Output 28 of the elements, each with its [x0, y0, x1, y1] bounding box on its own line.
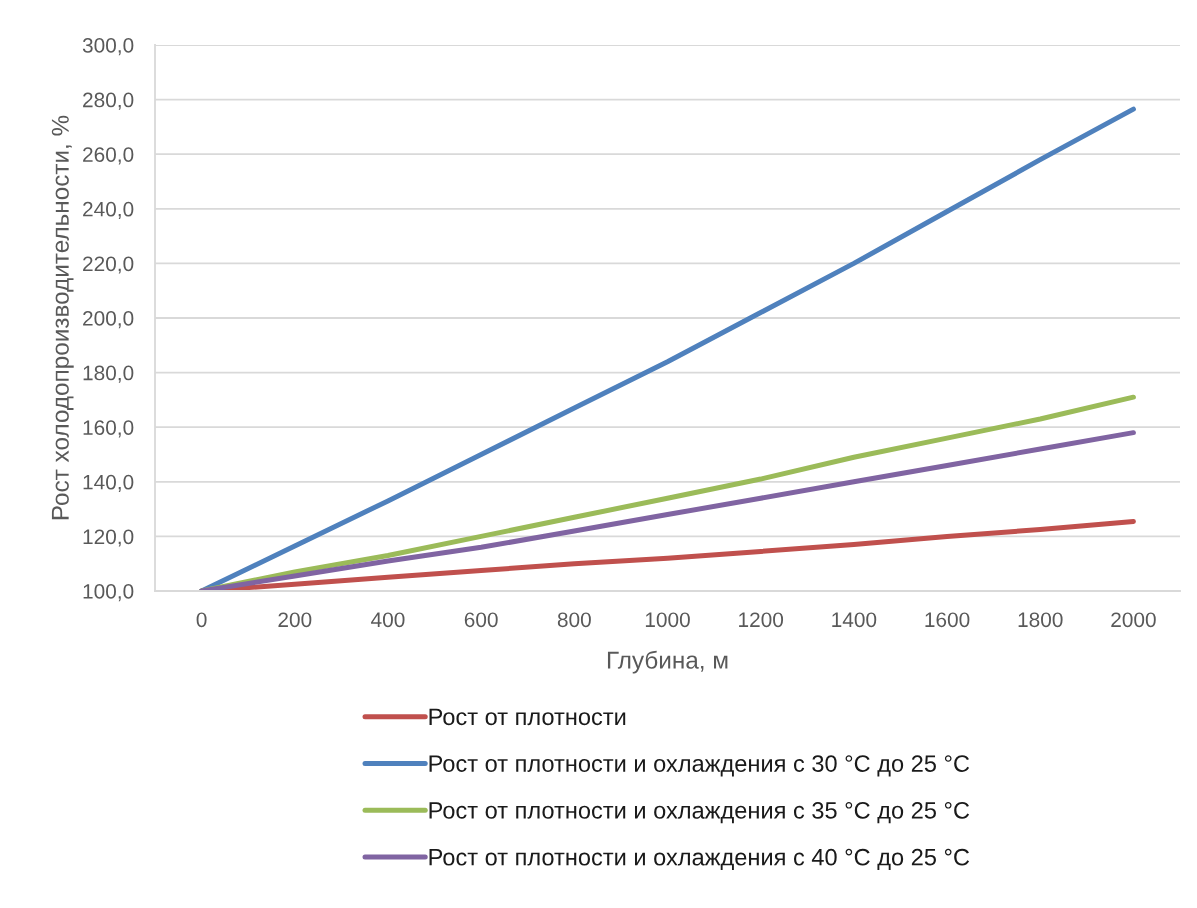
x-tick-label: 0	[196, 612, 207, 628]
x-tick-label: 1400	[832, 612, 877, 628]
y-tick-label: 220,0	[83, 256, 134, 274]
x-tick-label: 200	[278, 612, 312, 628]
x-tick-label: 600	[464, 612, 498, 628]
x-tick-label: 2000	[1111, 612, 1156, 628]
y-tick-label: 120,0	[83, 529, 134, 547]
y-axis-title: Рост холодопроизводительности, %	[51, 115, 74, 520]
y-tick-label: 180,0	[83, 365, 134, 383]
legend-label: Рост от плотности и охлаждения с 30 °C до 25 °C	[429, 755, 970, 777]
y-tick-label: 100,0	[83, 584, 134, 602]
y-tick-label: 240,0	[83, 201, 134, 220]
y-tick-label: 280,0	[83, 92, 134, 110]
y-tick-label: 140,0	[83, 474, 134, 493]
legend-label: Рост от плотности и охлаждения с 35 °C до 25 °C	[429, 802, 970, 824]
x-tick-label: 1800	[1018, 612, 1063, 628]
y-tick-label: 160,0	[83, 420, 134, 438]
x-tick-label: 1600	[925, 612, 970, 628]
x-tick-label: 400	[371, 612, 405, 628]
y-tick-label: 260,0	[83, 147, 134, 165]
x-tick-label: 1000	[645, 612, 690, 628]
x-tick-label: 1200	[739, 612, 784, 628]
legend-label: Рост от плотности и охлаждения с 40 °C до 25 °C	[429, 848, 970, 871]
x-tick-label: 800	[557, 612, 591, 628]
y-tick-label: 200,0	[83, 311, 134, 329]
x-axis-title: Глубина, м	[607, 650, 728, 674]
y-tick-label: 300,0	[82, 38, 134, 56]
legend-label: Рост от плотности	[429, 708, 626, 726]
